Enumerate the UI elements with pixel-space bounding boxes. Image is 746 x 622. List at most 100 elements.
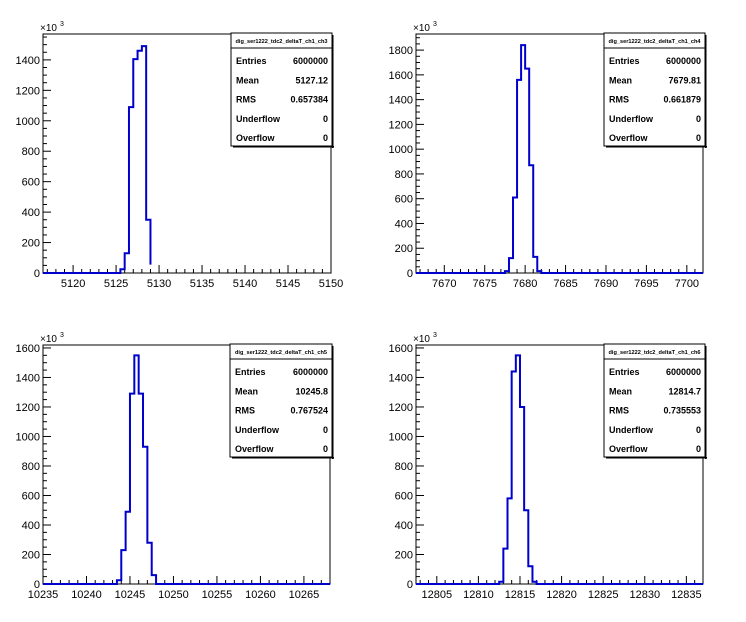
stat-value: 0 — [323, 133, 328, 143]
stat-value: 0.735553 — [663, 406, 701, 416]
histogram-bin — [121, 550, 125, 584]
histogram-bin — [509, 258, 513, 273]
y-tick-label: 400 — [22, 207, 40, 219]
x-tick-label: 7680 — [513, 278, 537, 290]
y-tick-label: 800 — [395, 461, 413, 473]
histogram-outline — [43, 45, 152, 274]
stat-label: Mean — [609, 75, 632, 85]
stat-value: 7679.81 — [668, 75, 701, 85]
histogram-bin — [133, 59, 137, 273]
axis-multiplier: ×10 — [413, 23, 430, 34]
y-tick-label: 400 — [395, 520, 413, 532]
histogram-outline — [416, 354, 703, 585]
histogram-panel: 0 200 400 600 800 1000 1200 1400 1600 1800 7670 767… — [389, 21, 707, 290]
stat-label: Overflow — [235, 444, 275, 454]
histogram-bin — [525, 69, 529, 273]
axis-multiplier: ×10 — [40, 23, 57, 34]
histogram-bin — [129, 107, 133, 273]
stat-label: Overflow — [236, 133, 276, 143]
x-tick-label: 5125 — [104, 278, 128, 290]
y-tick-label: 0 — [34, 268, 40, 280]
stat-label: Entries — [236, 56, 267, 66]
stat-label: Overflow — [609, 133, 649, 143]
y-tick-label: 800 — [395, 169, 413, 181]
histogram-title: dig_ser1222_tdc2_deltaT_ch1_ch5 — [235, 350, 327, 356]
histogram-bin — [117, 580, 121, 584]
stats-box: dig_ser1222_tdc2_deltaT_ch1_ch3 Entries 60… — [230, 32, 334, 148]
y-tick-label: 1200 — [389, 119, 413, 131]
histogram-bin — [125, 253, 129, 273]
stat-label: Overflow — [609, 444, 649, 454]
y-tick-label: 1200 — [16, 85, 40, 97]
histogram-bin — [516, 355, 520, 584]
histogram-bin — [143, 447, 147, 584]
x-tick-label: 10255 — [202, 589, 233, 601]
y-tick-label: 200 — [395, 243, 413, 255]
y-tick-label: 1600 — [16, 343, 40, 355]
stat-value: 0 — [696, 114, 701, 124]
stat-value: 6000000 — [293, 56, 328, 66]
x-tick-label: 12825 — [588, 589, 619, 601]
x-tick-label: 5145 — [276, 278, 300, 290]
axis-multiplier-exponent: 3 — [60, 332, 64, 339]
stat-value: 12814.7 — [668, 386, 701, 396]
x-tick-label: 7670 — [432, 278, 456, 290]
y-tick-label: 400 — [395, 218, 413, 230]
x-tick-label: 10250 — [158, 589, 189, 601]
stat-label: Entries — [235, 367, 266, 377]
stat-label: Entries — [609, 56, 640, 66]
x-tick-label: 10260 — [245, 589, 276, 601]
y-tick-label: 200 — [22, 238, 40, 250]
axis-multiplier: ×10 — [413, 334, 430, 345]
stats-box-shadow — [232, 457, 334, 459]
plot-frame — [42, 33, 332, 274]
stats-box: dig_ser1222_tdc2_deltaT_ch1_ch4 Entries 60… — [603, 32, 707, 148]
x-tick-label: 7695 — [634, 278, 658, 290]
y-tick-label: 1400 — [16, 372, 40, 384]
x-tick-label: 7690 — [594, 278, 618, 290]
stat-value: 5127.12 — [295, 75, 328, 85]
histogram-bin — [521, 45, 525, 273]
x-tick-label: 10235 — [28, 589, 59, 601]
x-tick-label: 12835 — [671, 589, 702, 601]
stat-value: 10245.8 — [295, 386, 328, 396]
y-tick-label: 600 — [22, 177, 40, 189]
x-tick-label: 5130 — [147, 278, 171, 290]
y-tick-label: 600 — [395, 194, 413, 206]
x-tick-label: 10245 — [115, 589, 146, 601]
y-tick-label: 0 — [407, 579, 413, 591]
x-tick-label: 7675 — [472, 278, 496, 290]
stats-box: dig_ser1222_tdc2_deltaT_ch1_ch6 Entries 60… — [603, 343, 707, 459]
y-tick-label: 200 — [395, 549, 413, 561]
stat-value: 6000000 — [666, 367, 701, 377]
y-tick-label: 1200 — [16, 402, 40, 414]
x-tick-label: 5120 — [61, 278, 85, 290]
x-tick-label: 10265 — [289, 589, 320, 601]
y-tick-label: 600 — [22, 490, 40, 502]
x-tick-label: 5140 — [233, 278, 257, 290]
stat-label: RMS — [609, 95, 629, 105]
y-tick-label: 1400 — [389, 95, 413, 107]
histogram-bin — [537, 271, 541, 273]
histogram-title: dig_ser1222_tdc2_deltaT_ch1_ch4 — [608, 39, 701, 45]
x-tick-label: 12810 — [463, 589, 494, 601]
x-tick-label: 12820 — [546, 589, 577, 601]
stat-label: Underflow — [609, 114, 654, 124]
x-tick-label: 12815 — [505, 589, 536, 601]
stats-box-shadow — [332, 35, 334, 148]
histogram-outline — [43, 354, 330, 585]
histogram-bin — [138, 51, 142, 273]
x-tick-label: 5135 — [190, 278, 214, 290]
y-tick-label: 1800 — [389, 45, 413, 57]
y-tick-label: 1600 — [389, 70, 413, 82]
histogram-bin — [142, 46, 146, 273]
stat-label: Mean — [236, 75, 259, 85]
histogram-bin — [152, 575, 156, 584]
x-tick-label: 12830 — [629, 589, 660, 601]
histogram-bin — [517, 80, 521, 273]
histogram-bin — [134, 355, 138, 584]
stat-value: 0 — [323, 425, 328, 435]
y-tick-label: 1000 — [389, 431, 413, 443]
y-tick-label: 1400 — [389, 372, 413, 384]
y-tick-label: 800 — [22, 461, 40, 473]
